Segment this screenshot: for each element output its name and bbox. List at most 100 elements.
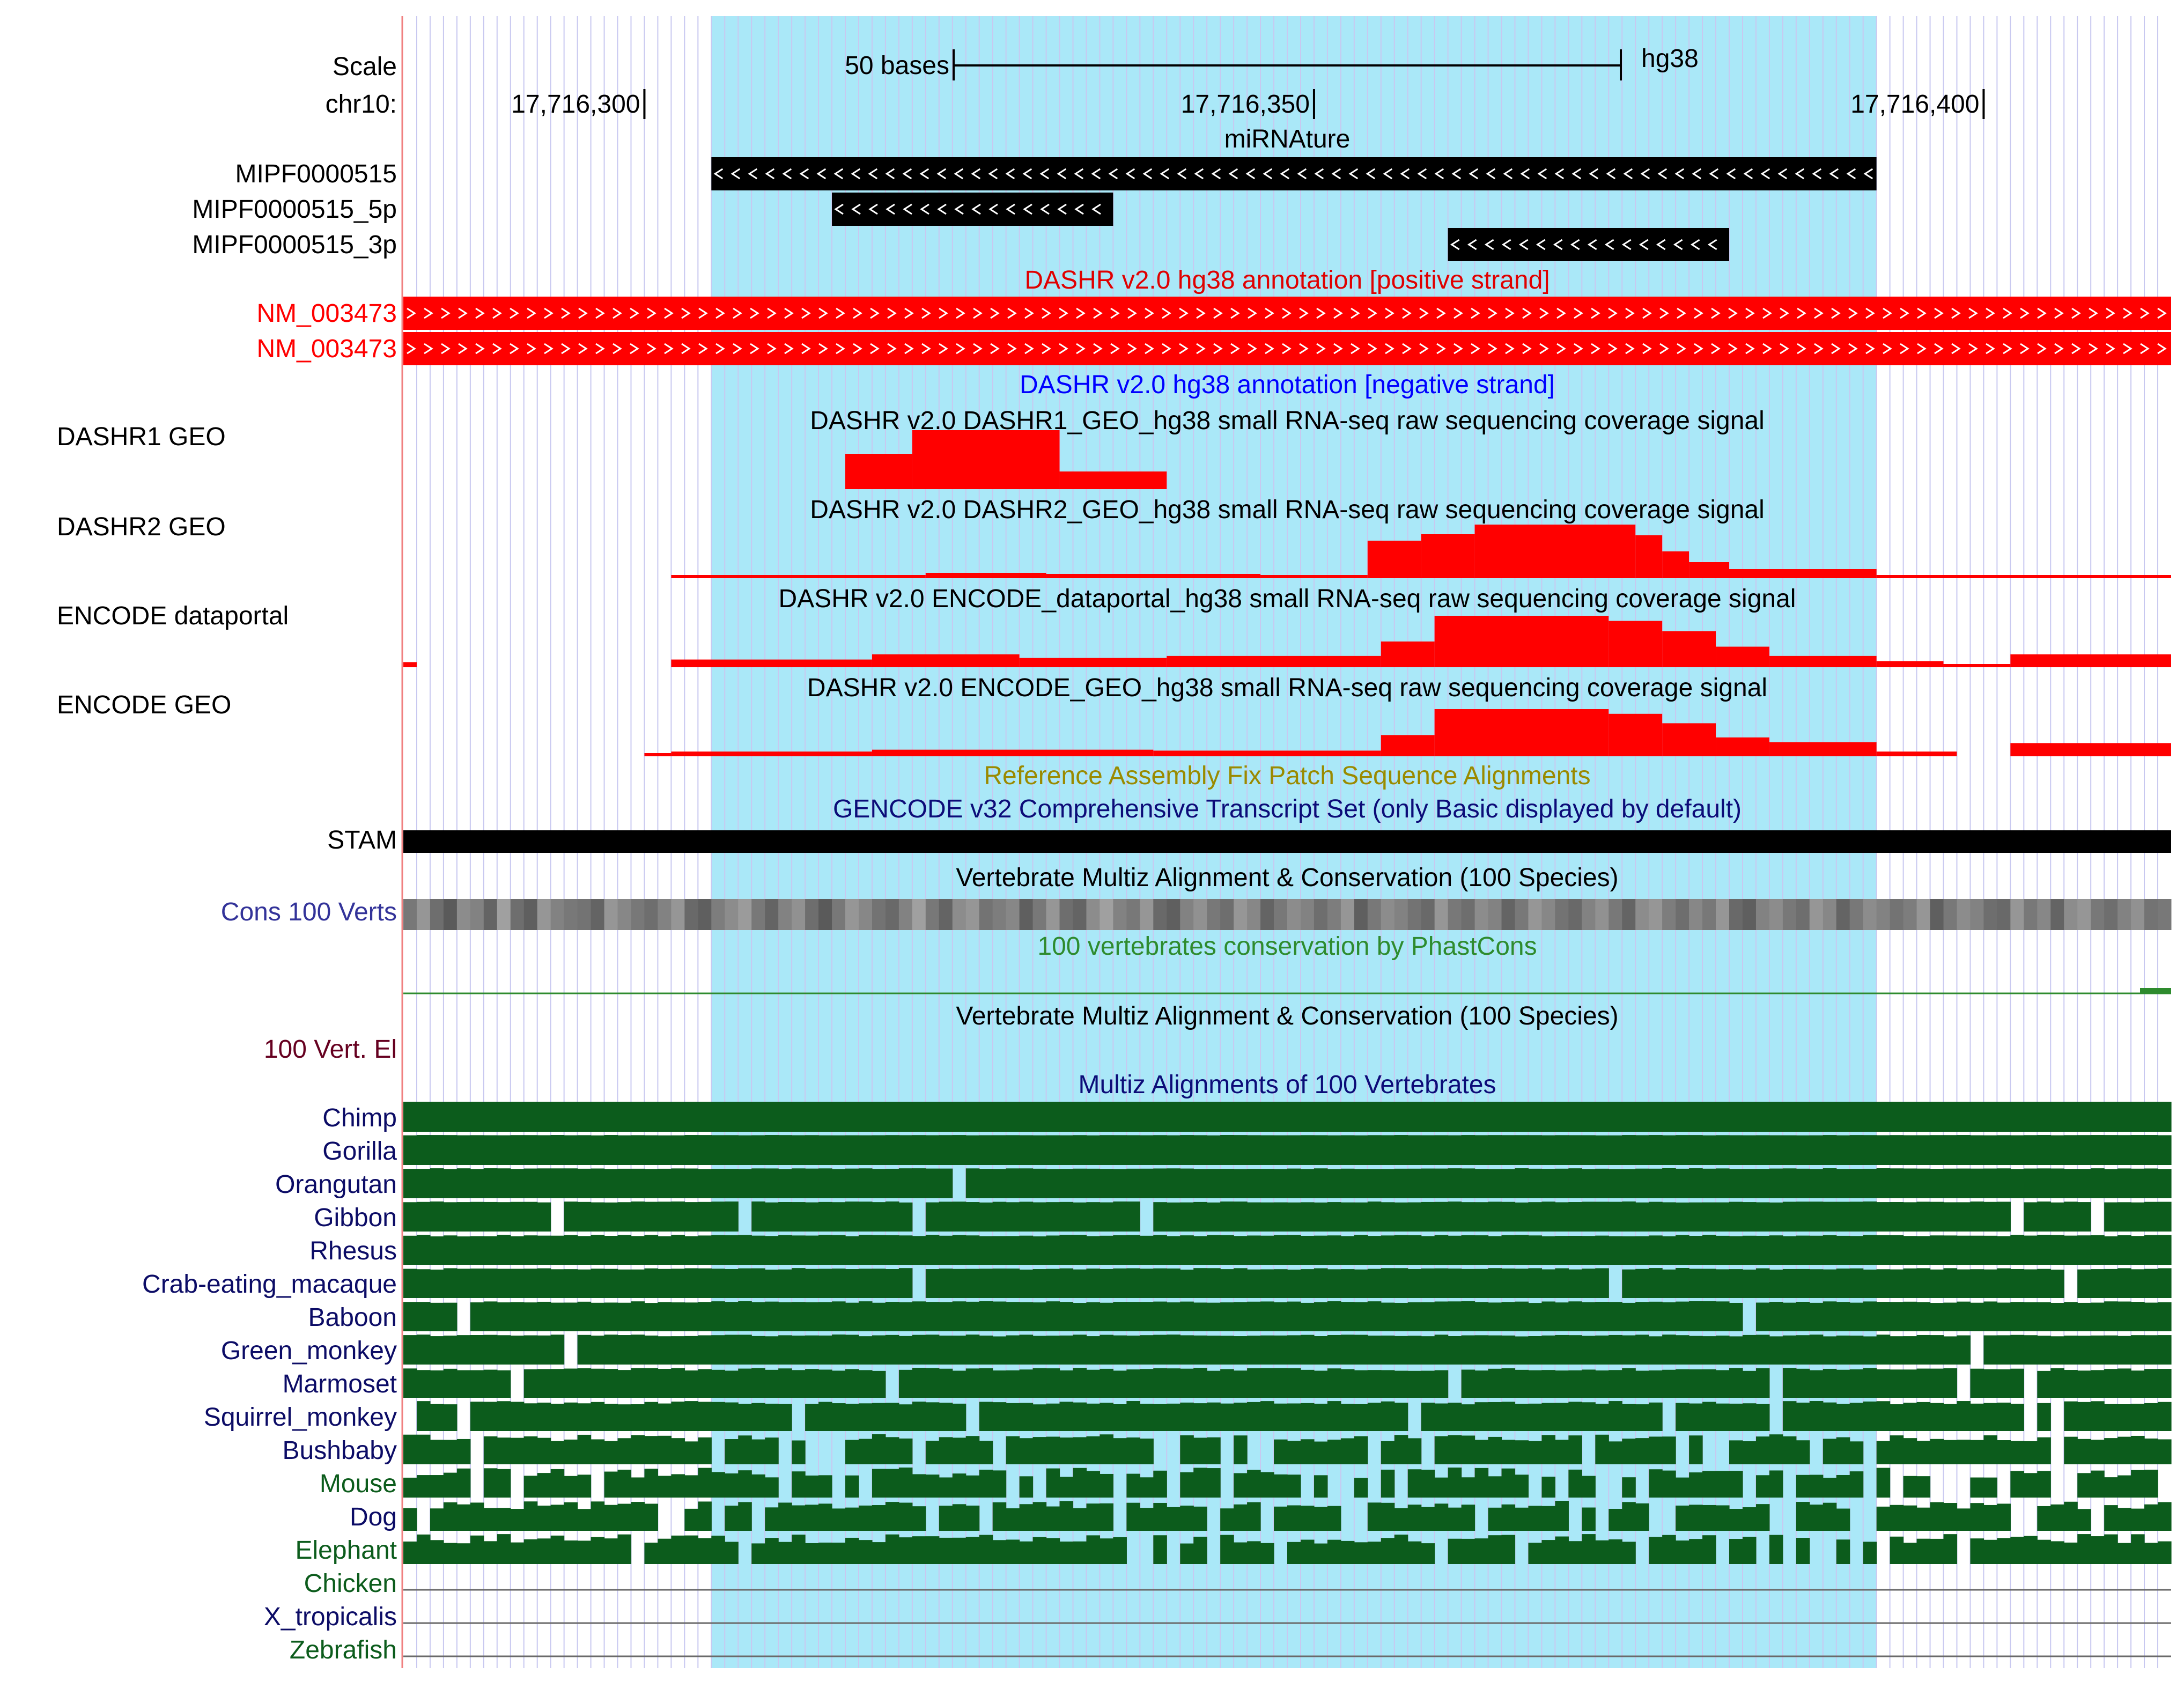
multiz-block [885, 1437, 899, 1464]
multiz-block [510, 1269, 525, 1298]
mirnature-label-1[interactable]: MIPF0000515_5p [192, 195, 397, 224]
signal-label-3[interactable]: ENCODE GEO [57, 691, 231, 719]
multiz-block [1890, 1302, 1904, 1331]
species-label-crab-eating_macaque[interactable]: Crab-eating_macaque [142, 1270, 397, 1299]
multiz-block [965, 1537, 980, 1564]
multiz-block [564, 1476, 578, 1498]
vert-el-label[interactable]: 100 Vert. El [264, 1035, 397, 1064]
strand-arrow [1522, 307, 1532, 319]
multiz-block [2077, 1534, 2091, 1564]
multiz-block [658, 1168, 672, 1198]
multiz-block [979, 1470, 993, 1498]
species-label-chicken[interactable]: Chicken [304, 1569, 397, 1598]
multiz-block [1327, 1401, 1341, 1431]
signal-label-0[interactable]: DASHR1 GEO [57, 423, 226, 451]
dashr-positive-label-0[interactable]: NM_003473 [256, 299, 397, 328]
multiz-block [1180, 1368, 1194, 1398]
species-label-marmoset[interactable]: Marmoset [283, 1370, 397, 1398]
multiz-block [1006, 1269, 1020, 1298]
species-label-gibbon[interactable]: Gibbon [314, 1204, 397, 1232]
multiz-block [1622, 1236, 1636, 1265]
species-label-gorilla[interactable]: Gorilla [322, 1137, 397, 1166]
multiz-block [564, 1168, 578, 1198]
multiz-block [443, 1440, 458, 1464]
multiz-block [456, 1439, 471, 1464]
stam-track[interactable]: STAM [327, 826, 2171, 854]
multiz-block [1836, 1169, 1850, 1198]
species-label-baboon[interactable]: Baboon [308, 1303, 397, 1332]
multiz-block [1823, 1402, 1837, 1431]
strand-arrow [1623, 168, 1633, 180]
multiz-block [1983, 1369, 1997, 1398]
species-label-orangutan[interactable]: Orangutan [275, 1170, 397, 1199]
species-label-mouse[interactable]: Mouse [320, 1470, 397, 1498]
cons-cell [1448, 899, 1462, 930]
signal-label-1[interactable]: DASHR2 GEO [57, 513, 226, 541]
dashr-positive-feature-1[interactable] [403, 332, 2171, 365]
multiz-block [2037, 1336, 2051, 1365]
stam-feature[interactable] [403, 830, 2171, 853]
mirnature-track[interactable]: miRNAture MIPF0000515 MIPF0000515_5p MIP… [192, 125, 1877, 261]
multiz-block [952, 1102, 966, 1132]
mirnature-label-2[interactable]: MIPF0000515_3p [192, 231, 397, 259]
multiz-block [1742, 1507, 1757, 1531]
multiz-block [671, 1438, 685, 1464]
coverage-bar [1434, 709, 1609, 756]
multiz-block [403, 1368, 417, 1398]
mirnature-feature-0[interactable] [711, 157, 1877, 190]
mirnature-features[interactable] [711, 157, 1877, 261]
stam-label[interactable]: STAM [327, 826, 397, 854]
multiz-block [1729, 1539, 1743, 1564]
multiz-block [2158, 1268, 2172, 1298]
multiz-block [2064, 1542, 2078, 1564]
cons100-label[interactable]: Cons 100 Verts [221, 898, 397, 926]
multiz-block [1742, 1169, 1757, 1198]
multiz-block [1434, 1235, 1449, 1265]
multiz-block [456, 1102, 471, 1132]
cons-cell [2131, 899, 2145, 930]
signal-label-2[interactable]: ENCODE dataportal [57, 602, 289, 630]
strand-arrow [1368, 343, 1377, 355]
multiz-block [684, 1535, 698, 1564]
species-label-dog[interactable]: Dog [350, 1503, 397, 1531]
multiz-block [523, 1302, 538, 1331]
strand-arrow [1488, 307, 1497, 319]
species-label-x_tropicalis[interactable]: X_tropicalis [264, 1603, 397, 1631]
mirnature-label-0[interactable]: MIPF0000515 [235, 160, 397, 188]
multiz-block [1381, 1469, 1395, 1498]
dashr-positive-label-1[interactable]: NM_003473 [256, 335, 397, 363]
strand-arrow [1074, 168, 1084, 180]
multiz-block [1140, 1135, 1154, 1165]
multiz-block [483, 1541, 498, 1564]
strand-arrow [407, 307, 416, 319]
multiz-block [1515, 1404, 1529, 1431]
multiz-block [872, 1102, 886, 1132]
multiz-block [1354, 1235, 1368, 1265]
strand-arrow [1831, 307, 1841, 319]
multiz-block [1113, 1169, 1127, 1198]
species-label-squirrel_monkey[interactable]: Squirrel_monkey [204, 1403, 397, 1432]
multiz-block [2037, 1102, 2051, 1132]
multiz-block [564, 1402, 578, 1431]
multiz-block [805, 1543, 819, 1564]
species-label-bushbaby[interactable]: Bushbaby [283, 1436, 397, 1465]
multiz-block [1916, 1335, 1931, 1365]
multiz-block [738, 1502, 752, 1531]
species-label-green_monkey[interactable]: Green_monkey [221, 1337, 397, 1365]
multiz-block [885, 1403, 899, 1431]
species-label-zebrafish[interactable]: Zebrafish [290, 1636, 397, 1664]
multiz-block [1528, 1268, 1543, 1298]
dashr-positive-track[interactable]: DASHR v2.0 hg38 annotation [positive str… [256, 266, 2171, 365]
dashr-positive-feature-0[interactable] [403, 297, 2171, 330]
multiz-block [1769, 1336, 1783, 1365]
multiz-block [1983, 1135, 1997, 1165]
species-label-rhesus[interactable]: Rhesus [309, 1237, 397, 1265]
cons-cell [577, 899, 592, 930]
species-label-elephant[interactable]: Elephant [296, 1536, 397, 1565]
strand-arrow [1093, 343, 1103, 355]
dashr-positive-features[interactable] [403, 297, 2171, 365]
cons-cell [1916, 899, 1931, 930]
multiz-block [564, 1368, 578, 1398]
multiz-block [952, 1269, 966, 1298]
species-label-chimp[interactable]: Chimp [322, 1104, 397, 1132]
